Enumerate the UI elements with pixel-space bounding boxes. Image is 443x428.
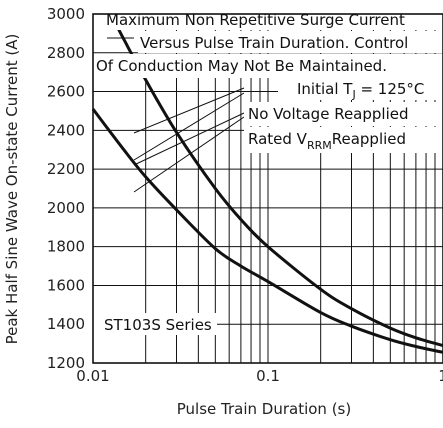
y-tick-label: 1600 <box>47 276 85 294</box>
annotation-condition: Initial TJ = 125°C <box>278 78 443 101</box>
y-tick-label: 2200 <box>47 160 85 178</box>
leader-no-voltage-upper <box>133 87 245 134</box>
y-tick-label: 1200 <box>47 354 85 372</box>
annotation-rated: Rated VRRMReapplied <box>244 127 443 153</box>
annotation-series: ST103S Series <box>93 313 217 335</box>
leader-rated-upper <box>133 112 245 166</box>
y-tick-label: 2000 <box>47 199 85 217</box>
annotation-title: Maximum Non Repetitive Surge Current Ver… <box>95 8 443 78</box>
annotation-no-voltage: No Voltage Reapplied <box>244 102 443 126</box>
y-tick-label: 2600 <box>47 83 85 101</box>
annotation-no-voltage-label: No Voltage Reapplied <box>248 105 409 123</box>
x-axis-title: Pulse Train Duration (s) <box>177 400 351 418</box>
plot-frame <box>92 13 443 364</box>
annotation-rated-label: Rated VRRMReapplied <box>248 130 406 152</box>
y-tick-label: 2400 <box>47 121 85 139</box>
x-tick-labels: 0.01 0.1 1 <box>76 367 443 385</box>
y-tick-label: 1400 <box>47 315 85 333</box>
annotation-title-line-2: Versus Pulse Train Duration. Control <box>140 34 408 52</box>
annotation-title-line-1: Maximum Non Repetitive Surge Current <box>106 11 405 29</box>
leader-no-voltage-lower <box>133 92 245 161</box>
y-tick-label: 2800 <box>47 44 85 62</box>
leader-rated-lower <box>133 116 245 193</box>
y-tick-label: 1800 <box>47 238 85 256</box>
y-tick-label: 3000 <box>47 5 85 23</box>
x-tick-label: 0.01 <box>76 367 109 385</box>
annotation-title-line-3: Of Conduction May Not Be Maintained. <box>96 57 387 75</box>
y-tick-labels: 1200 1400 1600 1800 2000 2200 2400 2600 2800 3000 <box>47 5 85 372</box>
annotation-condition-text: Initial TJ = 125°C <box>297 80 424 101</box>
annotation-series-label: ST103S Series <box>104 316 212 334</box>
y-axis-title: Peak Half Sine Wave On-state Current (A) <box>3 34 21 345</box>
x-tick-label: 0.1 <box>256 367 280 385</box>
x-tick-label: 1 <box>438 367 443 385</box>
series-rated-vrrm-curve <box>91 108 443 354</box>
annotation-leaders <box>107 37 245 193</box>
